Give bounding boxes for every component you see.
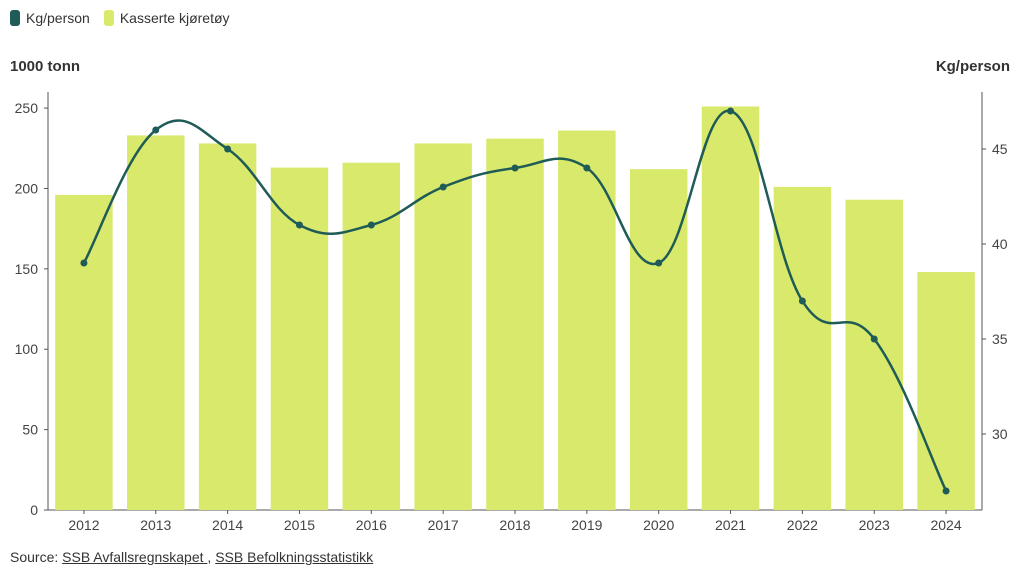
legend-item-kasserte[interactable]: Kasserte kjøretøy (103, 10, 230, 26)
kg-person-point-2016[interactable] (367, 221, 375, 229)
legend-swatch-line (10, 10, 20, 26)
bar-2019[interactable] (558, 130, 616, 511)
kg-person-point-2022[interactable] (798, 297, 806, 305)
x-tick-label: 2024 (930, 517, 961, 533)
left-tick-label: 200 (15, 180, 39, 196)
source-prefix: Source: (10, 549, 59, 565)
bar-2024[interactable] (917, 272, 975, 510)
kg-person-point-2017[interactable] (439, 183, 447, 191)
left-tick-label: 100 (15, 341, 39, 357)
right-tick-label: 35 (992, 331, 1008, 347)
bar-2015[interactable] (270, 167, 329, 511)
bar-2018[interactable] (486, 138, 544, 510)
source-separator: , (207, 549, 212, 565)
kg-person-point-2021[interactable] (727, 107, 735, 115)
source-line: Source: SSB Avfallsregnskapet , SSB Befo… (10, 549, 373, 565)
bar-2023[interactable] (845, 199, 903, 510)
x-tick-label: 2021 (715, 517, 746, 533)
left-tick-label: 50 (22, 422, 38, 438)
chart-legend: Kg/person Kasserte kjøretøy (10, 10, 230, 26)
right-axis-title: Kg/person (935, 58, 1010, 75)
x-tick-label: 2018 (499, 517, 530, 533)
x-tick-label: 2022 (787, 517, 818, 533)
x-tick-label: 2013 (140, 517, 171, 533)
kg-person-point-2020[interactable] (655, 259, 663, 267)
x-tick-label: 2014 (212, 517, 243, 533)
source-link-avfallsregnskapet[interactable]: SSB Avfallsregnskapet (62, 549, 208, 565)
left-axis-title: 1000 tonn (10, 58, 81, 75)
x-tick-label: 2019 (571, 517, 602, 533)
bar-2022[interactable] (773, 186, 832, 510)
kg-person-point-2015[interactable] (295, 221, 303, 229)
x-tick-label: 2017 (428, 517, 459, 533)
x-tick-label: 2016 (356, 517, 387, 533)
x-tick-label: 2015 (284, 517, 315, 533)
kg-person-point-2012[interactable] (80, 259, 88, 267)
left-tick-label: 250 (15, 100, 39, 116)
bar-2020[interactable] (629, 169, 688, 510)
bar-2021[interactable] (701, 106, 760, 510)
kg-person-point-2023[interactable] (870, 335, 878, 343)
right-tick-label: 45 (992, 141, 1008, 157)
right-tick-label: 30 (992, 426, 1008, 442)
kg-person-point-2024[interactable] (942, 487, 950, 495)
right-tick-label: 40 (992, 236, 1008, 252)
legend-swatch-bar (103, 10, 114, 26)
x-tick-label: 2012 (68, 517, 99, 533)
bar-2017[interactable] (414, 143, 472, 510)
x-tick-label: 2023 (859, 517, 890, 533)
x-tick-label: 2020 (643, 517, 674, 533)
legend-label-line: Kg/person (26, 10, 90, 26)
source-link-befolkningsstatistikk[interactable]: SSB Befolkningsstatistikk (215, 549, 374, 565)
left-tick-label: 150 (15, 261, 39, 277)
kg-person-point-2014[interactable] (224, 145, 232, 153)
bar-2013[interactable] (127, 135, 185, 510)
bar-2014[interactable] (198, 143, 257, 510)
kg-person-point-2019[interactable] (583, 164, 591, 172)
legend-item-kg-person[interactable]: Kg/person (10, 10, 90, 26)
bar-2016[interactable] (342, 162, 401, 510)
legend-label-bar: Kasserte kjøretøy (119, 10, 230, 26)
kg-person-point-2013[interactable] (152, 126, 160, 134)
kg-person-point-2018[interactable] (511, 164, 519, 172)
left-tick-label: 0 (30, 502, 38, 518)
bar-2012[interactable] (55, 194, 113, 510)
